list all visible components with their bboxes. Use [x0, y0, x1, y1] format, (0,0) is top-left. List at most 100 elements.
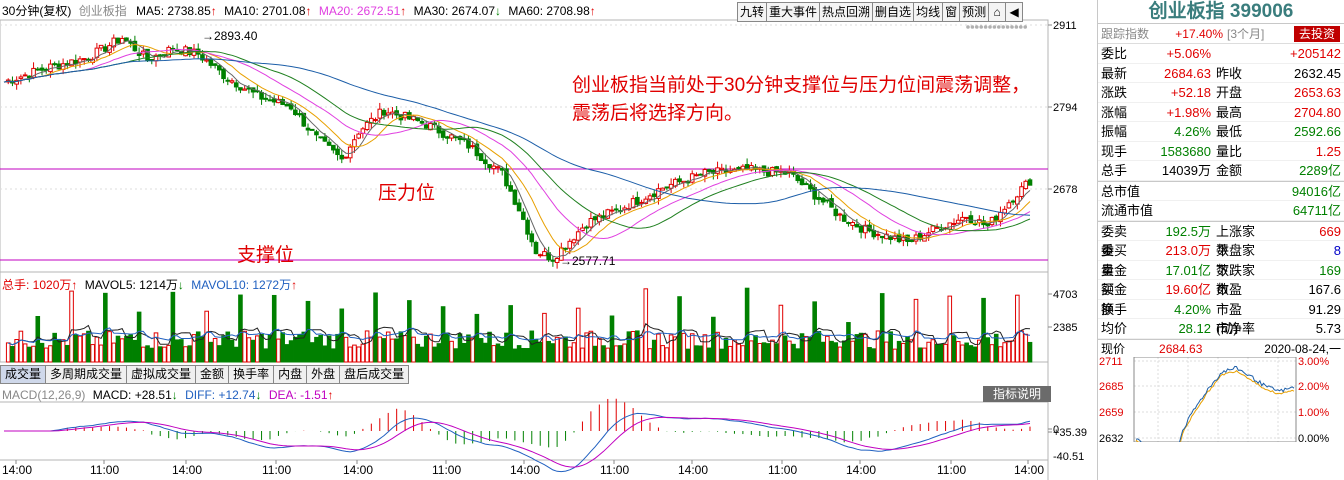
quote-row: 涨幅 +1.98% 最高 2704.80 — [1098, 103, 1344, 122]
volume-bar — [795, 348, 801, 363]
volume-bar — [689, 333, 695, 363]
mini-price-tick: 2711 — [1099, 357, 1123, 368]
volume-bar — [415, 343, 421, 363]
tab-amount[interactable]: 金额 — [195, 365, 230, 384]
quote-value: 669 — [1319, 223, 1341, 239]
collapse-panel-icon[interactable]: ◀ — [1005, 2, 1024, 22]
quote-row: 委比 +5.06% +205142 — [1098, 44, 1344, 64]
volume-bar — [119, 338, 125, 363]
volume-bar — [212, 338, 218, 363]
candle-body — [601, 215, 606, 218]
volume-header: 总手: 1020万↑ MAVOL5: 1214万↓ MAVOL10: 1272万… — [2, 278, 297, 292]
toolbar-forecast-button[interactable]: 预测 — [959, 2, 990, 22]
indicator-help-button[interactable]: 指标说明 — [983, 386, 1051, 402]
volume-bar — [960, 344, 965, 363]
volume-bar — [753, 335, 758, 363]
candle-body — [309, 128, 315, 131]
time-tick-label: 14:00 — [172, 463, 202, 477]
volume-bar — [879, 293, 885, 363]
candle-body — [537, 254, 543, 257]
candle-body — [651, 193, 657, 197]
axis-marker-dot — [992, 25, 997, 29]
volume-bar — [48, 345, 53, 363]
tracking-period[interactable]: [3个月] — [1227, 27, 1265, 41]
quote-value: 1583680 — [1160, 143, 1211, 159]
volume-bar — [250, 339, 256, 363]
volume-bar — [183, 346, 188, 363]
volume-bar — [1006, 340, 1012, 363]
volume-bar — [871, 348, 877, 363]
invest-button[interactable]: 去投资 — [1293, 25, 1340, 42]
quote-row: 振幅 4.26% 最低 2592.66 — [1098, 122, 1344, 142]
quote-value: +5.06% — [1166, 46, 1211, 61]
volume-bar — [727, 345, 733, 363]
candle-body — [293, 109, 298, 116]
ma10-label: MA10: 2701.08 — [224, 4, 306, 18]
tab-virtual-volume[interactable]: 虚拟成交量 — [126, 365, 197, 384]
tab-outer-volume[interactable]: 外盘 — [306, 365, 341, 384]
axis-marker-dot — [979, 25, 983, 29]
volume-bar — [770, 339, 775, 363]
home-icon[interactable]: ⌂ — [988, 2, 1007, 22]
candle-body — [183, 46, 188, 57]
volume-bar — [86, 330, 91, 363]
candle-body — [115, 37, 121, 44]
volume-bar — [803, 335, 809, 363]
volume-bar — [128, 334, 133, 363]
tab-multi-period-volume[interactable]: 多周期成交量 — [45, 365, 128, 384]
volume-bar — [584, 332, 589, 363]
axis-marker-dot — [1010, 25, 1014, 29]
volume-bar — [820, 341, 826, 363]
quote-row: 总手 14039万 金额 2289亿 — [1098, 161, 1344, 181]
mavol10-arrow: ↑ — [291, 278, 298, 292]
period-label[interactable]: 30分钟(复权) — [2, 4, 72, 18]
toolbar-major-events-button[interactable]: 重大事件 — [766, 2, 821, 22]
volume-bar — [377, 336, 383, 363]
volume-bar — [635, 330, 640, 363]
price-tick-label: 2911 — [1053, 20, 1077, 32]
candle-body — [647, 195, 653, 200]
volume-bar — [888, 331, 893, 363]
diff-label: DIFF: +12.74 — [185, 388, 256, 402]
quote-value: 2704.80 — [1294, 104, 1341, 120]
total-volume-arrow: ↑ — [71, 278, 78, 292]
quote-row: 均价 28.12 市净率 5.73 — [1098, 319, 1344, 339]
tab-inner-volume[interactable]: 内盘 — [273, 365, 308, 384]
candle-body — [22, 74, 28, 77]
candle-body — [335, 148, 340, 156]
tab-volume[interactable]: 成交量 — [0, 365, 47, 384]
volume-bar — [930, 339, 936, 363]
volume-bar — [195, 331, 201, 363]
toolbar-ma-button[interactable]: 均线 — [913, 2, 944, 22]
toolbar-window-button[interactable]: 窗 — [942, 2, 961, 22]
volume-bar — [529, 330, 535, 363]
volume-bar — [723, 337, 729, 363]
quote-label: 总市值 — [1101, 183, 1141, 199]
toolbar-hotspot-button[interactable]: 热点回溯 — [819, 2, 874, 22]
volume-bar — [825, 335, 830, 363]
volume-bar — [276, 338, 281, 363]
volume-bar — [867, 347, 872, 363]
toolbar-jiuzhuan-button[interactable]: 九转 — [737, 2, 768, 22]
volume-bar — [681, 332, 687, 363]
quote-label — [1214, 44, 1256, 63]
macd-tick-label: -40.51 — [1053, 451, 1084, 463]
quote-label: 委买量 — [1101, 243, 1128, 278]
volume-bar — [491, 345, 497, 363]
tab-turnover-rate[interactable]: 换手率 — [228, 365, 275, 384]
mini-price-line — [1135, 365, 1295, 473]
tab-after-hours-volume[interactable]: 盘后成交量 — [339, 365, 410, 384]
volume-bar — [761, 342, 767, 363]
volume-bar — [103, 292, 108, 363]
quote-value: 167.6 — [1308, 282, 1341, 297]
candle-body — [18, 76, 24, 79]
volume-bar — [618, 345, 623, 363]
volume-bar — [191, 334, 197, 363]
ma20-arrow: ↑ — [400, 4, 407, 18]
toolbar-remove-watchlist-button[interactable]: 删自选 — [872, 2, 915, 22]
volume-bar — [373, 292, 378, 363]
volume-bar — [259, 334, 264, 363]
diff-arrow: ↓ — [255, 388, 262, 402]
macd-value-label: MACD: +28.51 — [92, 388, 172, 402]
mini-price-tick: 2659 — [1099, 407, 1123, 419]
